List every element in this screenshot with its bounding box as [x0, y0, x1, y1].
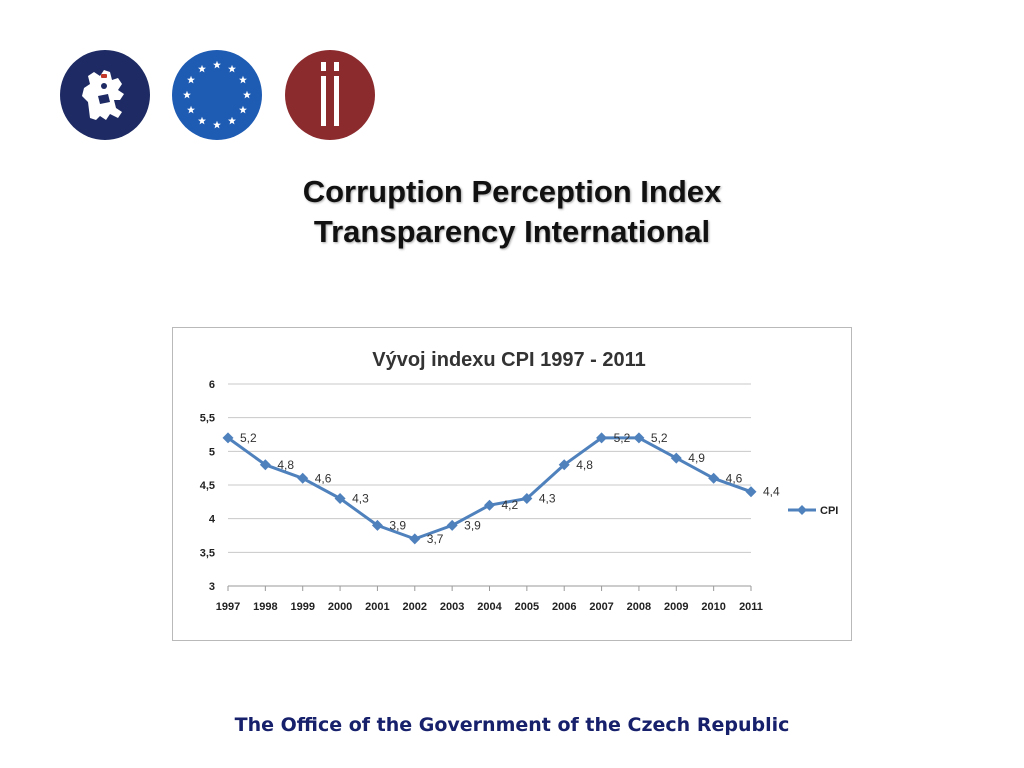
- data-point: [596, 432, 608, 444]
- data-point: [259, 459, 271, 471]
- footer-text: The Office of the Government of the Czec…: [234, 714, 790, 736]
- x-tick-label: 1998: [253, 601, 277, 613]
- data-point: [446, 519, 458, 531]
- data-label: 5,2: [651, 431, 668, 445]
- x-tick-label: 2002: [403, 601, 427, 613]
- eu-star-icon: [198, 116, 206, 125]
- data-label: 3,7: [427, 532, 444, 546]
- data-label: 4,6: [315, 471, 332, 485]
- x-tick-label: 2011: [739, 601, 763, 613]
- eu-star-icon: [187, 105, 196, 114]
- cpi-chart: Vývoj indexu CPI 1997 - 2011 3 3,5 4 4,5 5 5,…: [172, 327, 852, 641]
- y-tick-label: 3: [209, 581, 215, 593]
- y-tick-label: 4: [209, 514, 216, 526]
- data-point: [521, 492, 533, 504]
- transparency-international-logo-icon: [285, 50, 375, 140]
- legend-label: CPI: [820, 505, 838, 517]
- y-tick-label: 5: [209, 446, 215, 458]
- y-tick-label: 5,5: [200, 413, 215, 425]
- x-tick-label: 2008: [627, 601, 651, 613]
- data-label: 4,2: [502, 498, 519, 512]
- x-tick-label: 2006: [552, 601, 576, 613]
- data-point: [558, 459, 570, 471]
- data-label: 5,2: [614, 431, 631, 445]
- eu-star-icon: [213, 120, 221, 129]
- data-point: [484, 499, 495, 511]
- eu-star-icon: [183, 90, 191, 99]
- eu-stars-emblem-icon: [172, 50, 262, 140]
- x-tick-label: 2009: [664, 601, 688, 613]
- page-title: Corruption Perception Index Transparency…: [0, 172, 1024, 252]
- data-label: 4,3: [352, 491, 369, 505]
- y-tick-label: 4,5: [200, 480, 215, 492]
- eu-star-icon: [198, 64, 206, 73]
- title-line-1: Corruption Perception Index: [302, 174, 722, 209]
- data-label: 4,6: [726, 471, 743, 485]
- data-label: 4,3: [539, 491, 556, 505]
- data-label: 4,8: [576, 458, 593, 472]
- data-label: 4,4: [763, 485, 780, 499]
- x-tick-label: 2007: [589, 601, 613, 613]
- eu-star-icon: [243, 90, 251, 99]
- data-label: 4,8: [277, 458, 294, 472]
- x-tick-label: 2003: [440, 601, 464, 613]
- x-tick-label: 1997: [216, 601, 240, 613]
- series-line-cpi: [227, 436, 752, 541]
- czech-lion-emblem-icon: [60, 50, 150, 140]
- x-tick-label: 2000: [328, 601, 352, 613]
- data-point: [371, 519, 383, 531]
- data-point: [297, 472, 309, 484]
- eu-star-icon: [238, 75, 247, 84]
- x-tick-label: 1999: [290, 601, 314, 613]
- data-point: [708, 472, 720, 484]
- eu-star-icon: [187, 75, 196, 84]
- eu-star-icon: [213, 60, 221, 69]
- legend-marker: [797, 505, 807, 515]
- y-tick-label: 6: [209, 379, 215, 391]
- chart-title: Vývoj indexu CPI 1997 - 2011: [372, 349, 645, 371]
- x-tick-label: 2005: [515, 601, 539, 613]
- eu-star-icon: [228, 116, 236, 125]
- x-tick-label: 2001: [365, 601, 389, 613]
- data-point: [633, 432, 645, 444]
- data-label: 5,2: [240, 431, 257, 445]
- data-label: 3,9: [464, 518, 481, 532]
- x-tick-label: 2010: [701, 601, 725, 613]
- title-line-2: Transparency International: [313, 214, 711, 249]
- eu-star-icon: [238, 105, 247, 114]
- data-point: [670, 452, 682, 464]
- cpi-chart-svg: Vývoj indexu CPI 1997 - 2011 3 3,5 4 4,5 5 5,…: [200, 349, 839, 613]
- data-point: [222, 432, 234, 444]
- data-label: 3,9: [389, 518, 406, 532]
- x-tick-label: 2004: [477, 601, 502, 613]
- eu-star-icon: [228, 64, 236, 73]
- y-tick-label: 3,5: [200, 547, 215, 559]
- data-point: [334, 492, 346, 504]
- data-point: [745, 486, 757, 498]
- data-label: 4,9: [688, 451, 705, 465]
- data-point: [409, 533, 421, 545]
